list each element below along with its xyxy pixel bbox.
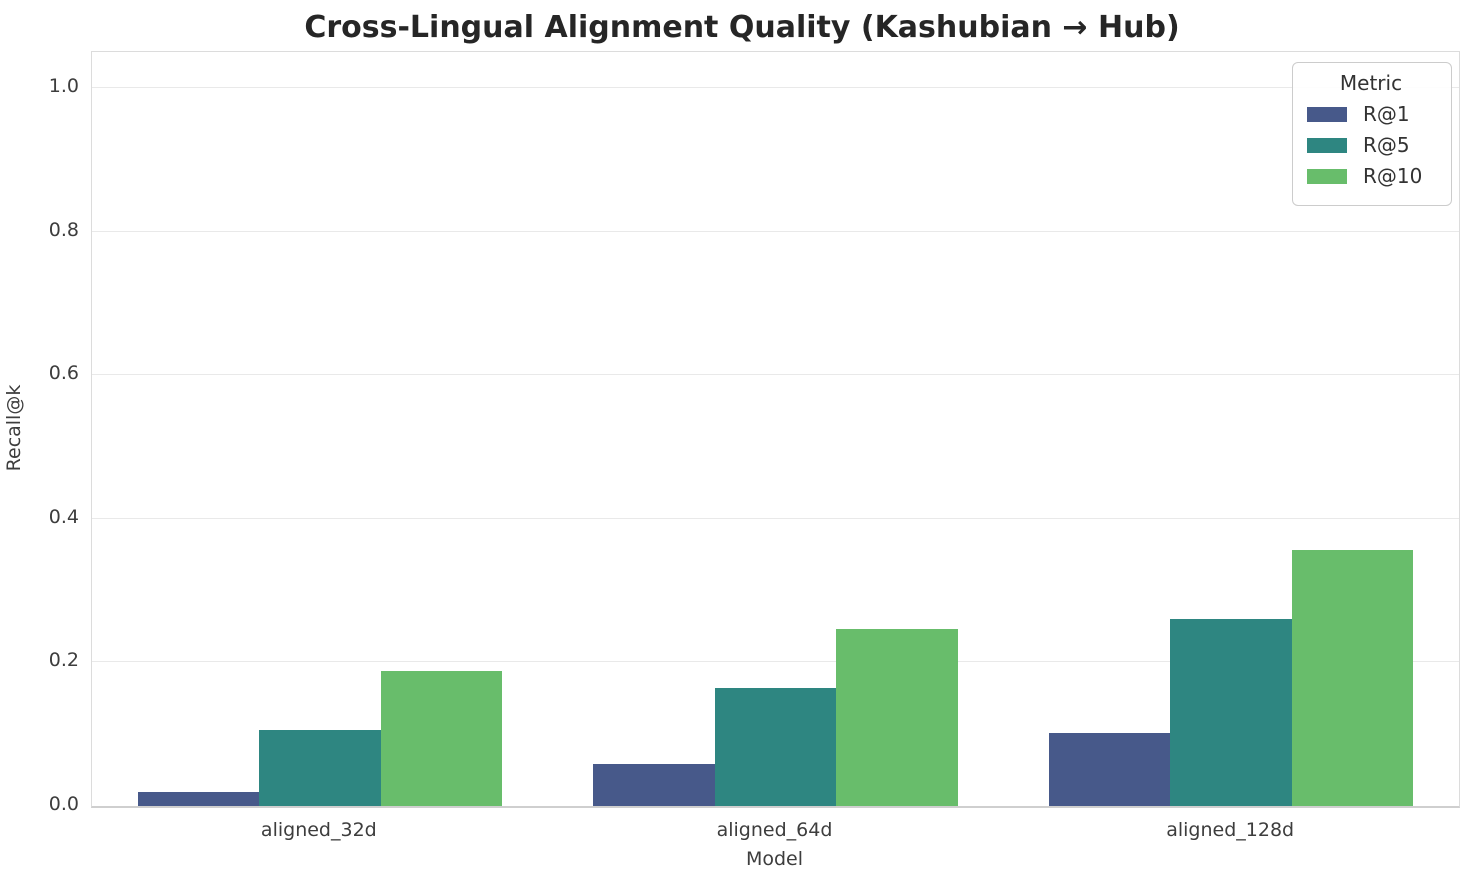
bar-R@1-aligned_64d: [593, 764, 715, 806]
y-tick-0.8: 0.8: [48, 218, 79, 241]
gridline-y-0.4: [92, 517, 1459, 519]
legend-label: R@10: [1363, 164, 1423, 188]
y-axis-label: Recall@k: [3, 384, 25, 472]
x-tick-aligned_32d: aligned_32d: [260, 819, 377, 841]
gridline-y-0.6: [92, 374, 1459, 376]
legend-label: R@5: [1363, 133, 1410, 157]
bar-R@10-aligned_32d: [380, 671, 503, 806]
legend-swatch-icon: [1307, 137, 1347, 153]
bar-R@1-aligned_128d: [1048, 732, 1171, 806]
legend-item-R@1: R@1: [1307, 102, 1435, 126]
bar-R@10-aligned_128d: [1291, 550, 1414, 806]
chart-title: Cross-Lingual Alignment Quality (Kashubi…: [304, 10, 1180, 45]
gridline-y-0.2: [92, 661, 1459, 663]
x-tick-aligned_64d: aligned_64d: [716, 819, 833, 841]
bar-R@5-aligned_128d: [1170, 618, 1292, 806]
legend: Metric R@1 R@5 R@10: [1292, 62, 1452, 206]
gridline-y-1: [92, 86, 1459, 88]
legend-item-R@10: R@10: [1307, 164, 1435, 188]
legend-swatch-icon: [1307, 106, 1347, 122]
x-axis-label: Model: [745, 848, 804, 870]
y-tick-0.6: 0.6: [48, 362, 79, 385]
y-tick-0.0: 0.0: [48, 793, 79, 815]
y-tick-1.0: 1.0: [48, 74, 79, 97]
y-tick-0.4: 0.4: [48, 505, 79, 528]
y-tick-0.2: 0.2: [48, 649, 79, 672]
gridline-y-0.8: [92, 230, 1459, 232]
bar-R@1-aligned_32d: [137, 792, 260, 806]
legend-title: Metric: [1339, 71, 1403, 95]
bar-R@5-aligned_32d: [259, 729, 381, 806]
legend-item-R@5: R@5: [1307, 133, 1435, 157]
bar-R@10-aligned_64d: [836, 628, 958, 806]
legend-label: R@1: [1363, 102, 1410, 126]
x-tick-aligned_128d: aligned_128d: [1166, 819, 1295, 841]
bar-R@5-aligned_64d: [714, 688, 837, 806]
plot-area: Metric R@1 R@5 R@10: [91, 51, 1460, 808]
legend-swatch-icon: [1307, 168, 1347, 184]
legend-items: R@1 R@5 R@10: [1307, 102, 1435, 188]
